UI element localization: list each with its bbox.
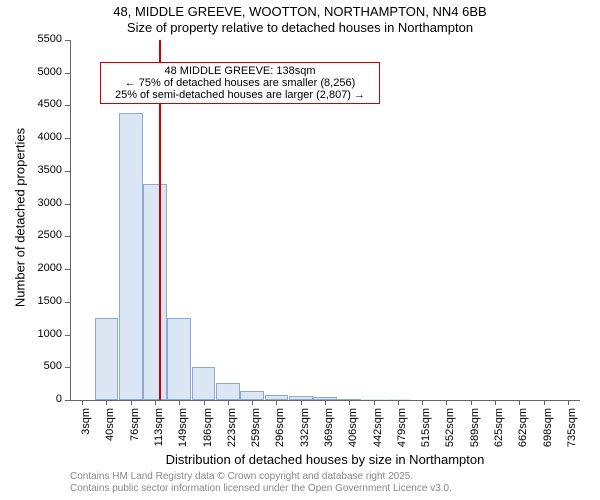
y-tick-label: 3500 <box>22 164 62 176</box>
x-tick <box>495 400 496 405</box>
y-axis-label: Number of detached properties <box>13 118 28 318</box>
y-tick <box>65 105 70 106</box>
x-tick <box>325 400 326 405</box>
y-tick <box>65 138 70 139</box>
y-tick <box>65 269 70 270</box>
x-tick <box>544 400 545 405</box>
y-tick <box>65 236 70 237</box>
x-tick <box>131 400 132 405</box>
plot-area: 0500100015002000250030003500400045005000… <box>70 40 580 400</box>
chart-subtitle: Size of property relative to detached ho… <box>0 20 600 35</box>
y-tick-label: 3000 <box>22 197 62 209</box>
x-tick <box>349 400 350 405</box>
y-tick <box>65 335 70 336</box>
histogram-bar <box>143 184 167 400</box>
callout-box: 48 MIDDLE GREEVE: 138sqm← 75% of detache… <box>100 62 380 104</box>
y-tick <box>65 204 70 205</box>
histogram-bar <box>119 113 143 400</box>
y-axis-line <box>70 40 71 400</box>
x-tick <box>519 400 520 405</box>
x-tick <box>228 400 229 405</box>
y-tick-label: 0 <box>22 393 62 405</box>
histogram-bar <box>95 318 119 400</box>
credits-line-2: Contains public sector information licen… <box>70 483 452 494</box>
y-tick-label: 1500 <box>22 295 62 307</box>
y-tick <box>65 40 70 41</box>
callout-line-3: 25% of semi-detached houses are larger (… <box>107 89 373 101</box>
chart-title: 48, MIDDLE GREEVE, WOOTTON, NORTHAMPTON,… <box>0 4 600 19</box>
y-tick <box>65 73 70 74</box>
y-tick-label: 5500 <box>22 33 62 45</box>
y-tick-label: 2500 <box>22 229 62 241</box>
x-tick <box>374 400 375 405</box>
y-tick-label: 5000 <box>22 66 62 78</box>
y-tick <box>65 302 70 303</box>
x-axis-label: Distribution of detached houses by size … <box>70 452 580 467</box>
x-tick <box>446 400 447 405</box>
x-tick <box>471 400 472 405</box>
x-tick <box>398 400 399 405</box>
y-tick <box>65 367 70 368</box>
callout-line-2: ← 75% of detached houses are smaller (8,… <box>107 77 373 89</box>
x-tick <box>106 400 107 405</box>
x-tick <box>276 400 277 405</box>
y-tick-label: 500 <box>22 360 62 372</box>
x-tick <box>301 400 302 405</box>
callout-line-1: 48 MIDDLE GREEVE: 138sqm <box>107 65 373 77</box>
x-tick <box>422 400 423 405</box>
credits-line-1: Contains HM Land Registry data © Crown c… <box>70 471 413 482</box>
histogram-bar <box>192 367 216 400</box>
x-tick <box>204 400 205 405</box>
x-tick <box>82 400 83 405</box>
histogram-bar <box>167 318 191 400</box>
histogram-bar <box>240 391 264 400</box>
y-tick-label: 2000 <box>22 262 62 274</box>
y-tick-label: 1000 <box>22 328 62 340</box>
histogram-bar <box>216 383 240 400</box>
y-tick-label: 4500 <box>22 98 62 110</box>
x-tick <box>179 400 180 405</box>
chart-container: 48, MIDDLE GREEVE, WOOTTON, NORTHAMPTON,… <box>0 0 600 500</box>
y-tick-label: 4000 <box>22 131 62 143</box>
y-tick <box>65 171 70 172</box>
x-tick <box>568 400 569 405</box>
x-tick <box>252 400 253 405</box>
y-tick <box>65 400 70 401</box>
x-tick <box>155 400 156 405</box>
